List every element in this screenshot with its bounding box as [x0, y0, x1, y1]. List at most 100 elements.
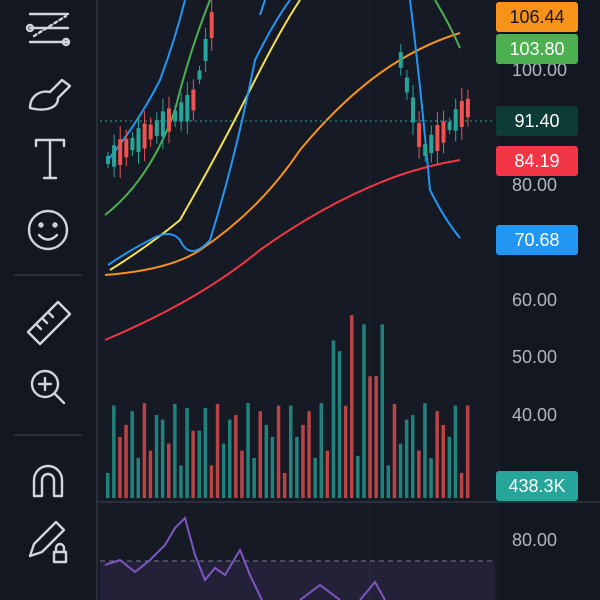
rsi-band-fill: [100, 561, 495, 600]
candle-body: [411, 97, 415, 123]
candle-body: [429, 134, 434, 154]
candle-body: [435, 125, 440, 151]
volume-bar: [429, 458, 433, 498]
candle-body: [130, 137, 135, 151]
volume-bar: [136, 457, 140, 498]
candle-body: [398, 52, 403, 68]
volume-bar: [307, 411, 311, 498]
volume-bar: [234, 415, 238, 498]
volume-bar: [435, 411, 439, 498]
volume-bar: [228, 419, 232, 498]
volume-bar: [392, 403, 397, 498]
candle-body: [136, 128, 141, 152]
volume-bar: [343, 405, 348, 498]
candle-body: [179, 102, 184, 122]
volume-bar: [185, 407, 189, 498]
volume-bar: [411, 415, 415, 498]
candle-body: [404, 77, 409, 93]
magnet-tool[interactable]: [32, 464, 64, 498]
price-badge: [496, 106, 578, 136]
volume-bar: [124, 424, 128, 498]
volume-bar: [264, 424, 269, 498]
candle-body: [112, 145, 117, 167]
volume-bar: [221, 443, 226, 498]
candle-body: [118, 139, 123, 165]
toolbar: [0, 0, 96, 600]
volume-bar: [313, 457, 317, 498]
volume-bar: [160, 419, 165, 498]
volume-bar: [301, 424, 305, 498]
volume-bar: [331, 340, 336, 498]
price-axis-label: 50.00: [512, 347, 557, 367]
volume-bar: [447, 436, 452, 498]
volume-bar: [276, 405, 281, 498]
price-badge: [496, 225, 578, 255]
volume-bar: [106, 473, 110, 498]
price-axis-label: 100.00: [512, 60, 567, 80]
ruler-tool[interactable]: [26, 300, 72, 346]
indicator-tool[interactable]: [25, 12, 71, 47]
candle-body: [106, 156, 110, 164]
volume-bar: [203, 407, 208, 498]
volume-bar: [356, 455, 360, 498]
price-badge-text: 84.19: [514, 151, 559, 171]
volume-bar: [453, 405, 458, 498]
price-badge-text: 438.3K: [508, 476, 565, 496]
volume-bar: [209, 465, 214, 498]
lock-drawings-tool[interactable]: [28, 520, 68, 564]
candle-body: [191, 89, 196, 111]
candle-body: [148, 124, 153, 140]
candle-body: [459, 101, 464, 127]
volume-bar: [167, 443, 171, 498]
price-badge: [496, 471, 578, 501]
volume-bar: [191, 430, 195, 498]
volume-bar: [173, 403, 177, 498]
price-badge-text: 103.80: [509, 39, 564, 59]
candle-body: [423, 144, 428, 156]
price-badge: [496, 2, 578, 32]
emoji-tool[interactable]: [27, 209, 69, 251]
volume-bar: [350, 315, 354, 498]
volume-bar: [246, 403, 250, 498]
volume-bar: [295, 436, 299, 498]
volume-bar: [325, 450, 330, 498]
price-axis-label: 80.00: [512, 175, 557, 195]
price-badge: [496, 146, 578, 176]
price-badge-text: 106.44: [509, 7, 564, 27]
ma-100-line: [104, 32, 461, 276]
volume-bar: [404, 419, 409, 498]
candle-body: [209, 12, 214, 38]
volume-bars: [106, 315, 470, 498]
candle-body: [173, 110, 178, 122]
candles: [106, 0, 470, 178]
brush-tool[interactable]: [28, 78, 72, 111]
volume-bar: [130, 411, 134, 498]
zoom-tool[interactable]: [30, 369, 66, 405]
volume-bar: [282, 472, 287, 498]
volume-bar: [252, 458, 256, 498]
volume-bar: [386, 465, 391, 498]
candle-body: [167, 108, 171, 132]
volume-bar: [215, 403, 220, 498]
volume-bar: [417, 450, 421, 498]
candle-body: [441, 121, 446, 143]
candle-body: [203, 38, 208, 62]
price-badge: [496, 34, 578, 64]
candle-body: [160, 111, 165, 137]
rsi-axis-label: 80.00: [512, 530, 557, 550]
price-axis-label: 40.00: [512, 405, 557, 425]
volume-bar: [319, 403, 323, 498]
candle-body: [447, 121, 452, 131]
candle-body: [142, 123, 147, 149]
candle-body: [197, 70, 202, 80]
volume-bar: [423, 403, 427, 498]
volume-bar: [337, 351, 342, 498]
text-tool[interactable]: [34, 138, 66, 180]
volume-bar: [368, 376, 372, 498]
volume-bar: [258, 411, 262, 498]
volume-bar: [441, 424, 445, 498]
candle-body: [453, 109, 458, 131]
volume-bar: [465, 405, 470, 498]
volume-bar: [289, 405, 293, 498]
